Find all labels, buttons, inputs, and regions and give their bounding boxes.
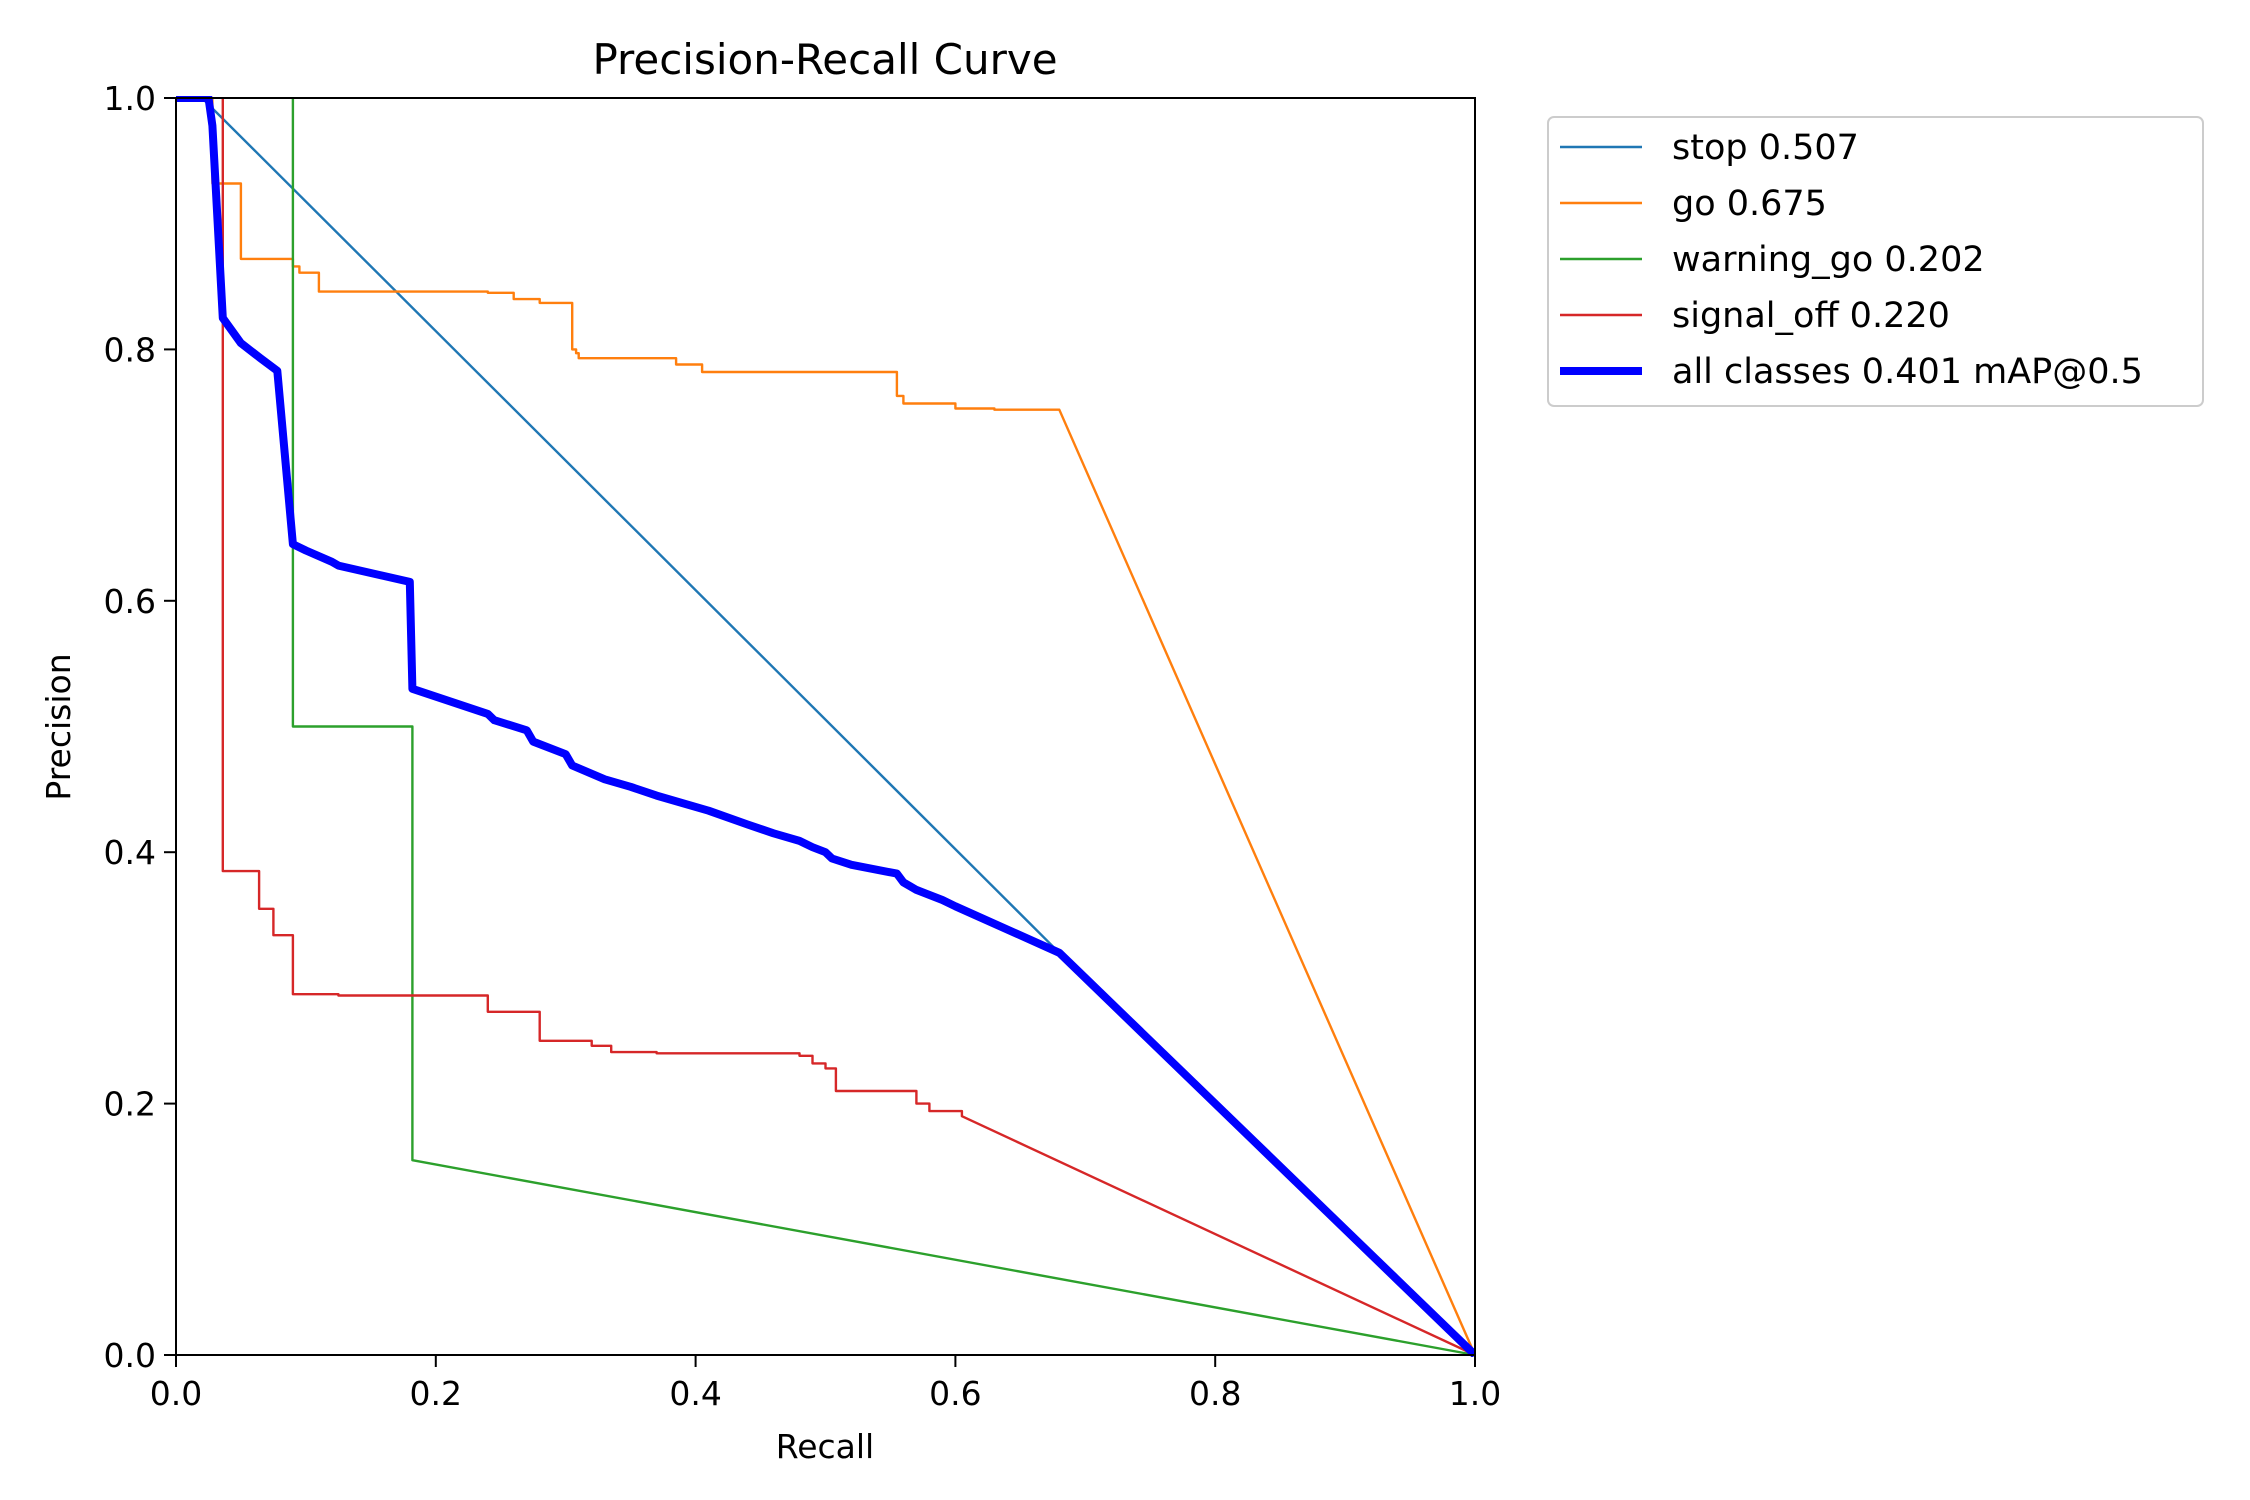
series-line-3: [221, 98, 1476, 1357]
y-axis-label: Precision: [39, 653, 78, 800]
legend-label-0: stop 0.507: [1672, 128, 1859, 168]
y-tick-label-1: 0.2: [104, 1085, 156, 1124]
legend-label-3: signal_off 0.220: [1672, 296, 1950, 336]
legend-frame: [1547, 116, 2204, 407]
x-tick-label-3: 0.6: [929, 1374, 981, 1413]
legend: stop 0.507 go 0.675 warning_go 0.202 signal…: [1547, 116, 2204, 407]
chart-title: Precision-Recall Curve: [592, 35, 1057, 84]
legend-label-2: warning_go 0.202: [1672, 240, 1985, 280]
legend-label-4: all classes 0.401 mAP@0.5: [1672, 352, 2143, 392]
legend-label-1: go 0.675: [1672, 184, 1827, 224]
x-tick-label-4: 0.8: [1189, 1374, 1241, 1413]
y-tick-label-4: 0.8: [104, 330, 156, 369]
y-tick-label-5: 1.0: [104, 79, 156, 118]
x-axis-label: Recall: [776, 1427, 874, 1466]
x-tick-label-2: 0.4: [669, 1374, 721, 1413]
series-line-4: [176, 96, 1476, 1357]
x-tick-label-1: 0.2: [410, 1374, 462, 1413]
x-tick-label-5: 1.0: [1449, 1374, 1501, 1413]
y-tick-label-0: 0.0: [104, 1336, 156, 1375]
y-tick-label-3: 0.6: [104, 582, 156, 621]
ticks-layer: 0.0 0.2 0.4 0.6 0.8 1.0 0.0 0.2 0.4 0.6 0.8 1.0: [104, 79, 1502, 1413]
y-tick-label-2: 0.4: [104, 833, 156, 872]
plot-frame: [175, 97, 1476, 1356]
x-tick-label-0: 0.0: [150, 1374, 202, 1413]
